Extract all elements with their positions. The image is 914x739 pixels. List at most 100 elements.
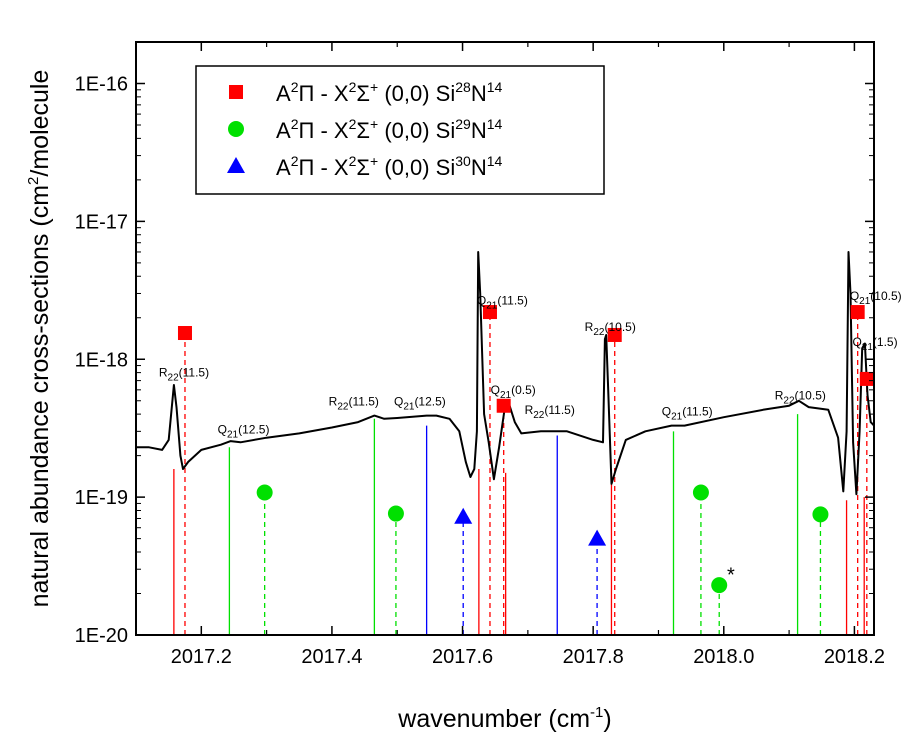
x-tick-label: 2018.0 [693, 646, 754, 668]
peak-label-quantum-number: (12.5) [414, 395, 445, 409]
legend-band: (0,0) Si [378, 81, 455, 106]
spectrum-line [136, 251, 875, 496]
peak-label-8: Q21(11.5) [662, 405, 713, 423]
peak-label-subscript: 22 [593, 327, 605, 338]
marker-circle-1-1 [387, 505, 404, 522]
peak-label-6: R22(11.5) [525, 403, 575, 421]
marker-triangle-2-0 [454, 507, 473, 524]
legend-sigma: Σ [356, 81, 370, 106]
legend-sigma: Σ [356, 118, 370, 143]
peak-label-quantum-number: (10.5) [795, 389, 826, 403]
marker-triangle-2-1 [588, 529, 607, 546]
legend-superscript: + [370, 79, 378, 95]
stick-lines [173, 312, 868, 635]
legend-band: (0,0) Si [378, 155, 455, 180]
x-axis-title-end: ) [603, 705, 611, 733]
y-axis-title-end: /molecule [26, 70, 54, 177]
legend-superscript: + [370, 116, 378, 132]
peak-label-letter: R [329, 395, 338, 409]
x-tick-label: 2018.2 [824, 646, 885, 668]
legend-band: (0,0) Si [378, 118, 455, 143]
x-tick-label: 2017.6 [432, 646, 493, 668]
peak-label-subscript: 22 [168, 372, 180, 383]
peak-label-subscript: 21 [671, 412, 683, 423]
peak-label-subscript: 21 [403, 402, 415, 413]
marker-square-0-3 [607, 327, 622, 342]
plot-frame [135, 41, 875, 636]
peak-label-quantum-number: (12.5) [238, 422, 269, 436]
legend-isotope: 28 [455, 79, 471, 95]
legend-isotope: 14 [487, 116, 503, 132]
peak-label-quantum-number: (10.5) [870, 289, 901, 303]
y-tick-label: 1E-17 [75, 211, 128, 233]
peak-label-letter: Q [394, 395, 403, 409]
peak-label-quantum-number: (11.5) [544, 403, 574, 417]
peak-label-letter: R [159, 365, 168, 379]
peak-label-letter: Q [852, 335, 861, 349]
legend-superscript: 2 [291, 153, 299, 169]
peak-label-subscript: 21 [486, 300, 498, 311]
marker-square-0-5 [859, 371, 874, 386]
peak-label-2: R22(11.5) [329, 395, 379, 413]
markers [177, 305, 874, 594]
x-axis-title-text: wavenumber (cm [397, 705, 590, 733]
legend-isotope: 29 [455, 116, 471, 132]
peak-label-11: Q21(1.5) [852, 335, 897, 353]
peak-label-quantum-number: (11.5) [497, 293, 527, 307]
spectrum-line-group [136, 251, 875, 496]
peak-label-subscript: 21 [227, 429, 239, 440]
legend-superscript: 2 [349, 116, 357, 132]
peak-label-subscript: 22 [783, 396, 795, 407]
legend-sigma: Σ [356, 155, 370, 180]
legend-nitrogen: N [471, 81, 487, 106]
peak-label-subscript: 21 [862, 342, 874, 353]
peak-label-letter: Q [477, 293, 486, 307]
legend-transition: Π - X [298, 155, 348, 180]
y-axis-title-text: natural abundance cross-sections (cm [26, 185, 54, 607]
legend-isotope: 14 [487, 153, 503, 169]
legend-label-0: A2Π - X2Σ+ (0,0) Si28N14 [276, 79, 502, 106]
peak-label-5: Q21(0.5) [491, 383, 536, 401]
marker-circle-1-0 [256, 484, 273, 501]
marker-square-0-1 [482, 305, 497, 320]
peak-label-quantum-number: (11.5) [348, 395, 378, 409]
x-axis-title-superscript: -1 [590, 704, 603, 721]
peak-label-7: R22(10.5) [585, 320, 636, 338]
legend-transition: Π - X [298, 118, 348, 143]
annotations: R22(11.5)Q21(12.5)R22(11.5) Q21(12.5)Q21(… [159, 289, 902, 587]
y-axis-title-superscript: 2 [25, 177, 42, 185]
y-tick-label: 1E-16 [75, 74, 128, 96]
peak-label-subscript: 21 [500, 390, 512, 401]
peak-label-subscript: 22 [337, 402, 349, 413]
legend-box [195, 65, 605, 195]
legend-label-2: A2Π - X2Σ+ (0,0) Si30N14 [276, 153, 502, 180]
legend-marker-triangle [227, 157, 245, 173]
y-axis-title: natural abundance cross-sections (cm2/mo… [25, 70, 54, 608]
peak-label-quantum-number: (0.5) [511, 383, 536, 397]
marker-circle-1-2 [692, 484, 709, 501]
legend-superscript: 2 [291, 79, 299, 95]
legend-state-a: A [276, 81, 291, 106]
peak-label-letter: Q [850, 289, 859, 303]
legend-nitrogen: N [471, 155, 487, 180]
peak-label-quantum-number: (11.5) [179, 365, 209, 379]
peak-label-quantum-number: (11.5) [682, 405, 712, 419]
marker-square-0-0 [177, 326, 192, 341]
legend-superscript: 2 [349, 153, 357, 169]
legend-label-1: A2Π - X2Σ+ (0,0) Si29N14 [276, 116, 502, 143]
legend-marker-square [229, 85, 243, 99]
legend-state-a: A [276, 155, 291, 180]
x-tick-label: 2017.8 [563, 646, 624, 668]
x-tick-label: 2017.4 [301, 646, 362, 668]
peak-label-letter: R [775, 389, 784, 403]
legend-isotope: 30 [455, 153, 471, 169]
peak-label-10: Q21(10.5) [850, 289, 902, 307]
peak-label-1: Q21(12.5) [218, 422, 270, 440]
peak-label-3: Q21(12.5) [394, 395, 446, 413]
y-tick-label: 1E-20 [75, 625, 128, 647]
legend-superscript: + [370, 153, 378, 169]
peak-label-quantum-number: (10.5) [604, 320, 635, 334]
